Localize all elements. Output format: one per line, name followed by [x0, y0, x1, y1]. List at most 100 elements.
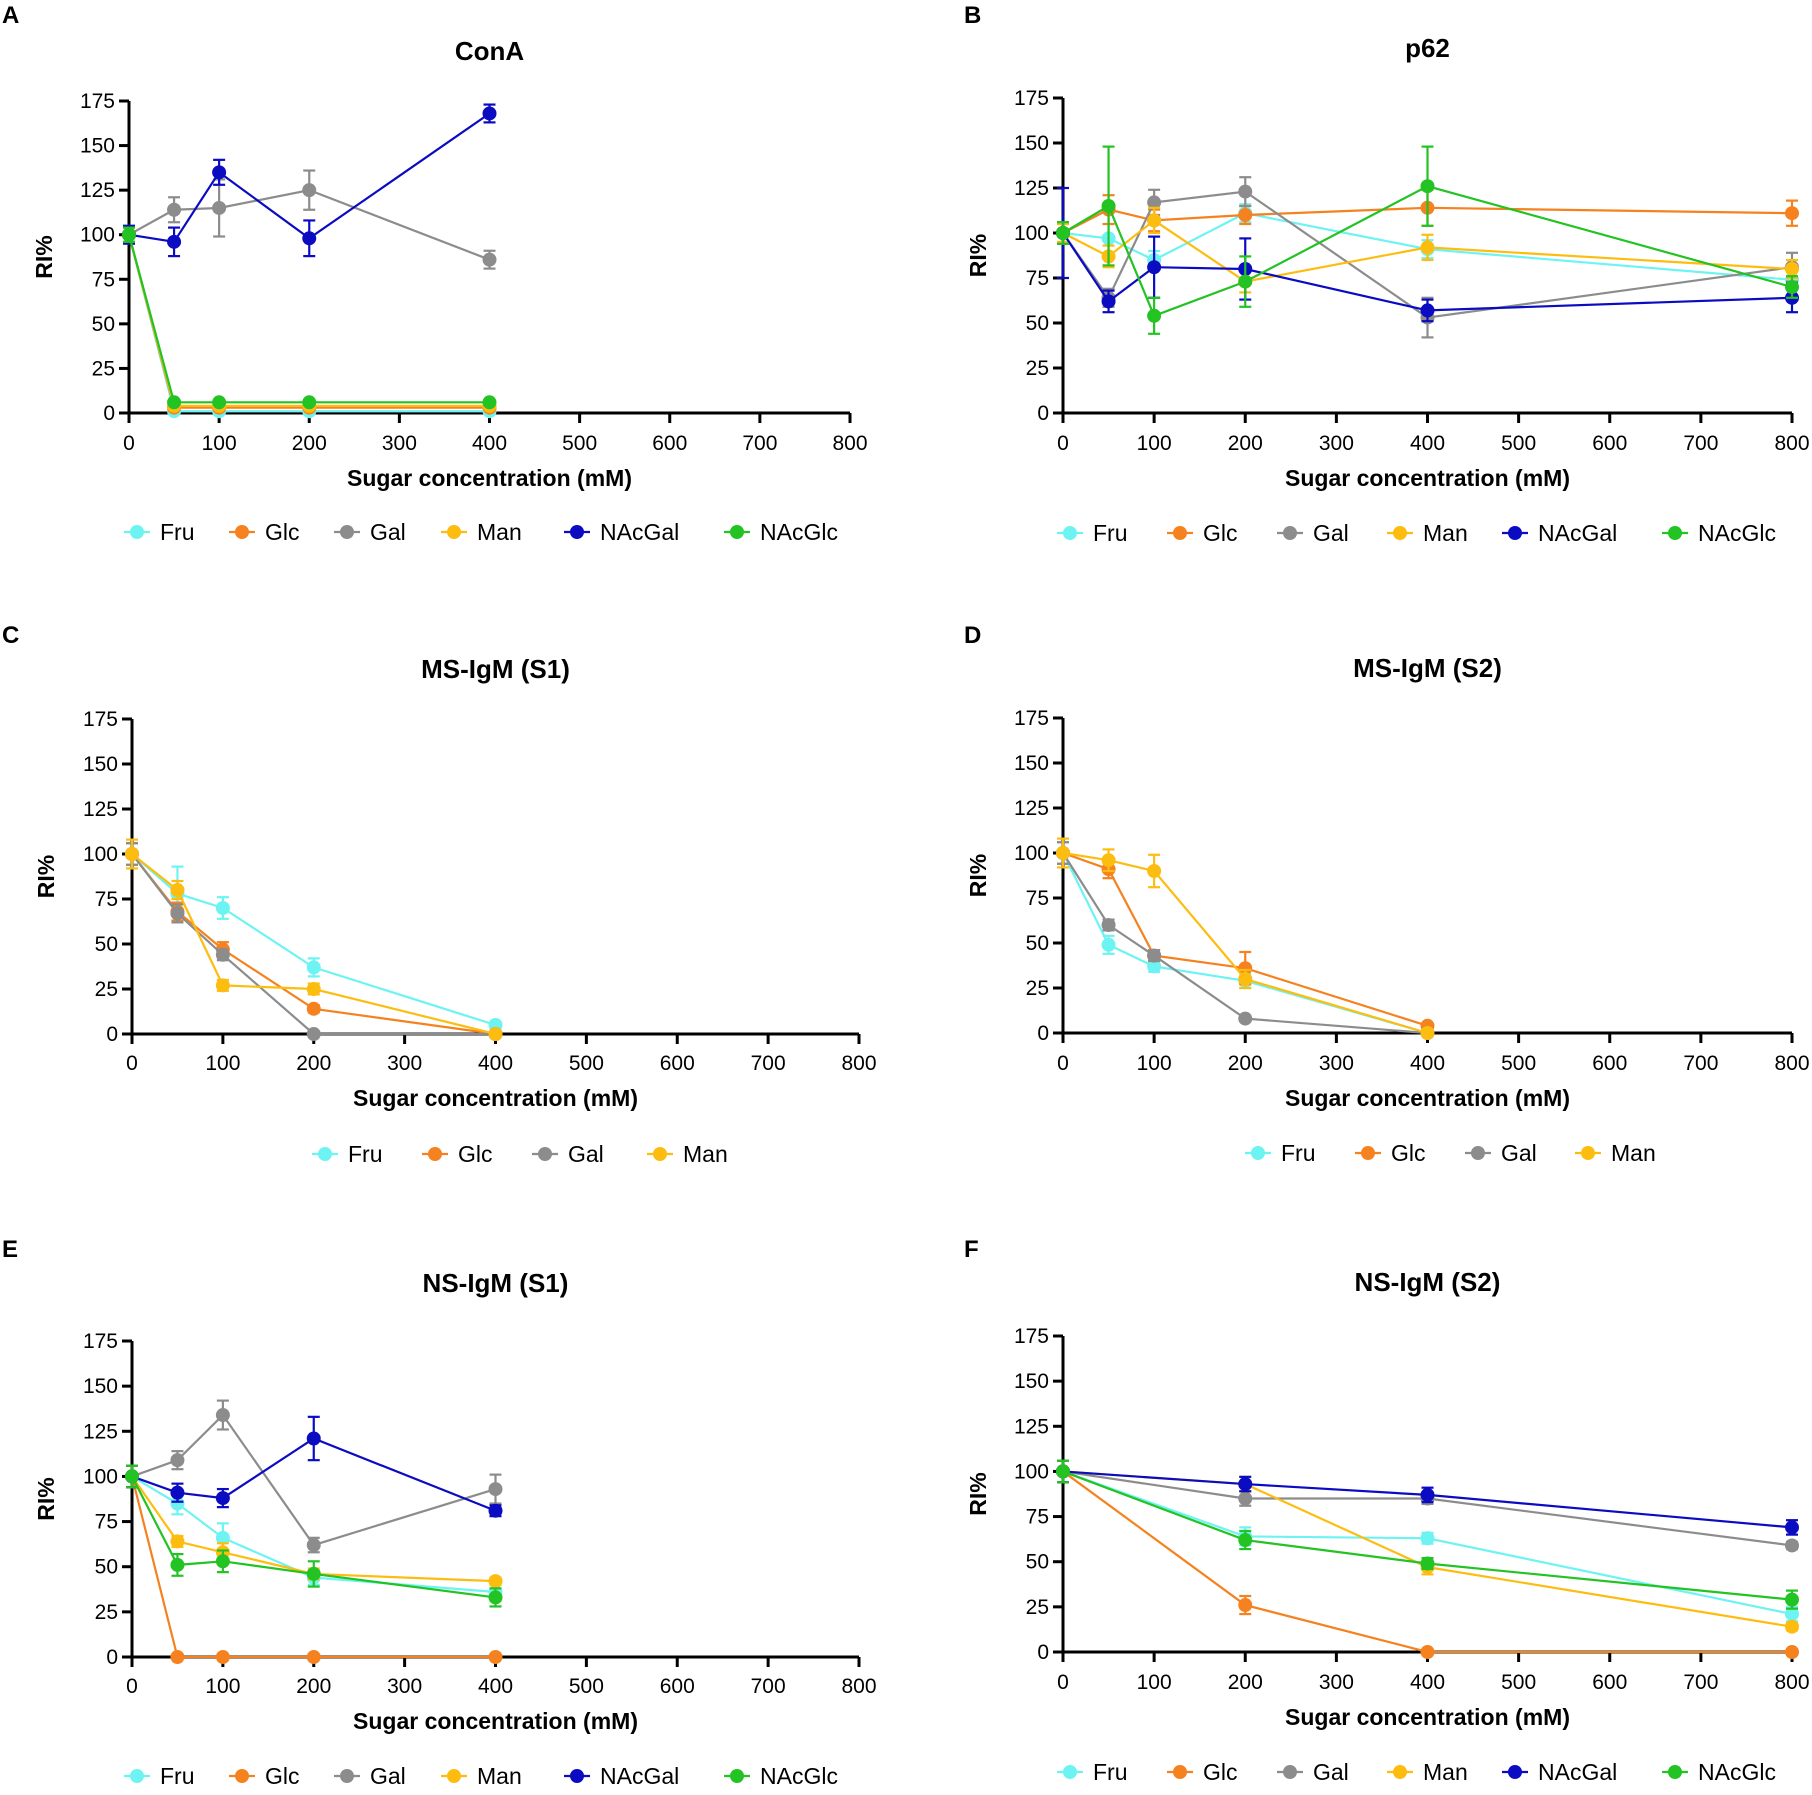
- data-point: [215, 978, 230, 993]
- data-point: [1420, 1026, 1435, 1040]
- data-point: [170, 1557, 185, 1572]
- legend-marker: [428, 1147, 442, 1161]
- legend-label: Glc: [458, 1141, 493, 1167]
- series-nacgal: [1056, 1459, 1799, 1536]
- series-line-glc: [1062, 1470, 1792, 1654]
- data-point: [215, 1530, 230, 1545]
- legend-label: Fru: [1093, 520, 1128, 546]
- legend-marker: [1283, 526, 1297, 540]
- data-point: [1785, 1645, 1799, 1659]
- x-axis-title: Sugar concentration (mM): [347, 465, 632, 491]
- data-point: [1785, 280, 1799, 294]
- data-point: [1238, 1491, 1253, 1506]
- y-tick-label: 25: [95, 978, 118, 1001]
- x-tick-label: 500: [569, 1675, 604, 1698]
- y-tick-label: 75: [95, 1511, 118, 1534]
- legend-label: Gal: [1501, 1140, 1537, 1166]
- data-point: [1420, 240, 1435, 255]
- chart-ns-igm-s1: NS-IgM (S1) 0 100 200 300 400 500 600 700 800 0 25 5…: [33, 1268, 877, 1789]
- legend-label: NAcGlc: [1698, 1759, 1776, 1785]
- panel-c: C MS-IgM (S1) 0 100 200 300 400 500 600 700 800 0 2…: [0, 620, 906, 1180]
- data-point: [215, 1491, 230, 1506]
- data-point: [1420, 1487, 1435, 1502]
- x-tick-label: 700: [751, 1052, 786, 1075]
- x-tick-label: 600: [660, 1675, 695, 1698]
- data-point: [1056, 226, 1070, 240]
- panel-letter: C: [2, 622, 20, 649]
- data-point: [215, 901, 230, 915]
- x-tick-label: 400: [478, 1675, 513, 1698]
- chart-ms-igm-s2: MS-IgM (S2) 0 100 200 300 400 500 600 700 800 0 25 5…: [965, 653, 1810, 1166]
- data-point: [306, 960, 321, 975]
- series-line-fru: [1062, 852, 1428, 1035]
- data-point: [1785, 1607, 1799, 1622]
- legend-item-nacgal: NAcGal: [1502, 520, 1617, 546]
- chart-title: NS-IgM (S1): [423, 1268, 569, 1298]
- chart-title: NS-IgM (S2): [1355, 1267, 1501, 1297]
- data-point: [1101, 853, 1116, 868]
- legend-item-gal: Gal: [532, 1141, 604, 1167]
- x-tick-label: 200: [1228, 432, 1263, 455]
- y-tick-label: 50: [92, 313, 115, 336]
- data-point: [482, 252, 497, 267]
- x-tick-label: 700: [1683, 432, 1718, 455]
- data-point: [306, 1650, 321, 1664]
- data-point: [488, 1027, 503, 1041]
- chart-title: ConA: [455, 36, 525, 66]
- legend-label: Gal: [1313, 520, 1349, 546]
- series-glc: [1056, 1459, 1799, 1659]
- data-point: [1420, 303, 1435, 318]
- data-point: [488, 1503, 503, 1518]
- series-nacglc: [1056, 1459, 1799, 1610]
- y-tick-label: 50: [95, 933, 118, 956]
- data-point: [1147, 195, 1162, 210]
- panel-e: E NS-IgM (S1) 0 100 200 300 400 500 600 700 800 0 2…: [0, 1234, 906, 1795]
- x-axis-title: Sugar concentration (mM): [353, 1708, 638, 1734]
- x-tick-label: 0: [1057, 1671, 1069, 1694]
- y-tick-label: 175: [1014, 707, 1049, 730]
- x-axis-title: Sugar concentration (mM): [1285, 1085, 1570, 1111]
- legend-label: NAcGlc: [1698, 520, 1776, 546]
- series-nacgal: [125, 1415, 503, 1518]
- legend-marker: [730, 525, 744, 539]
- y-tick-label: 50: [1026, 312, 1049, 335]
- data-point: [212, 200, 227, 215]
- legend-item-nacglc: NAcGlc: [724, 1763, 838, 1789]
- y-tick-label: 100: [1014, 222, 1049, 245]
- y-tick-label: 175: [1014, 1325, 1049, 1348]
- x-tick-label: 800: [1774, 1671, 1809, 1694]
- data-point: [170, 1453, 185, 1468]
- y-axis-title: RI%: [33, 1477, 59, 1520]
- y-tick-label: 125: [1014, 1415, 1049, 1438]
- legend-label: Man: [1611, 1140, 1656, 1166]
- y-tick-label: 125: [1014, 797, 1049, 820]
- legend-label: Gal: [568, 1141, 604, 1167]
- y-axis-title: RI%: [33, 855, 59, 898]
- data-point: [215, 947, 230, 962]
- x-tick-label: 400: [1410, 1052, 1445, 1075]
- legend-label: Fru: [160, 519, 195, 545]
- data-point: [1238, 1477, 1253, 1492]
- legend-item-man: Man: [441, 519, 522, 545]
- legend-marker: [1361, 1146, 1375, 1160]
- series-nacglc: [1056, 145, 1799, 335]
- legend-item-glc: Glc: [1167, 520, 1238, 546]
- y-axis-title: RI%: [965, 854, 991, 897]
- x-tick-label: 600: [652, 432, 687, 455]
- y-axis-title: RI%: [31, 235, 57, 278]
- legend-item-man: Man: [1575, 1140, 1656, 1166]
- x-tick-label: 300: [1319, 1052, 1354, 1075]
- y-tick-label: 125: [80, 179, 115, 202]
- y-tick-label: 125: [1014, 177, 1049, 200]
- legend-marker: [1173, 1765, 1187, 1779]
- legend-label: NAcGlc: [760, 519, 838, 545]
- y-tick-label: 25: [1026, 977, 1049, 1000]
- legend-marker: [447, 1769, 461, 1783]
- legend-label: Gal: [370, 1763, 406, 1789]
- panel-d: D MS-IgM (S2) 0 100 200 300 400 500 600 700 800 0 2…: [906, 620, 1812, 1180]
- legend-label: NAcGlc: [760, 1763, 838, 1789]
- panel-letter: A: [2, 2, 20, 29]
- x-tick-label: 500: [1501, 1052, 1536, 1075]
- y-tick-label: 150: [1014, 1370, 1049, 1393]
- data-point: [170, 883, 185, 897]
